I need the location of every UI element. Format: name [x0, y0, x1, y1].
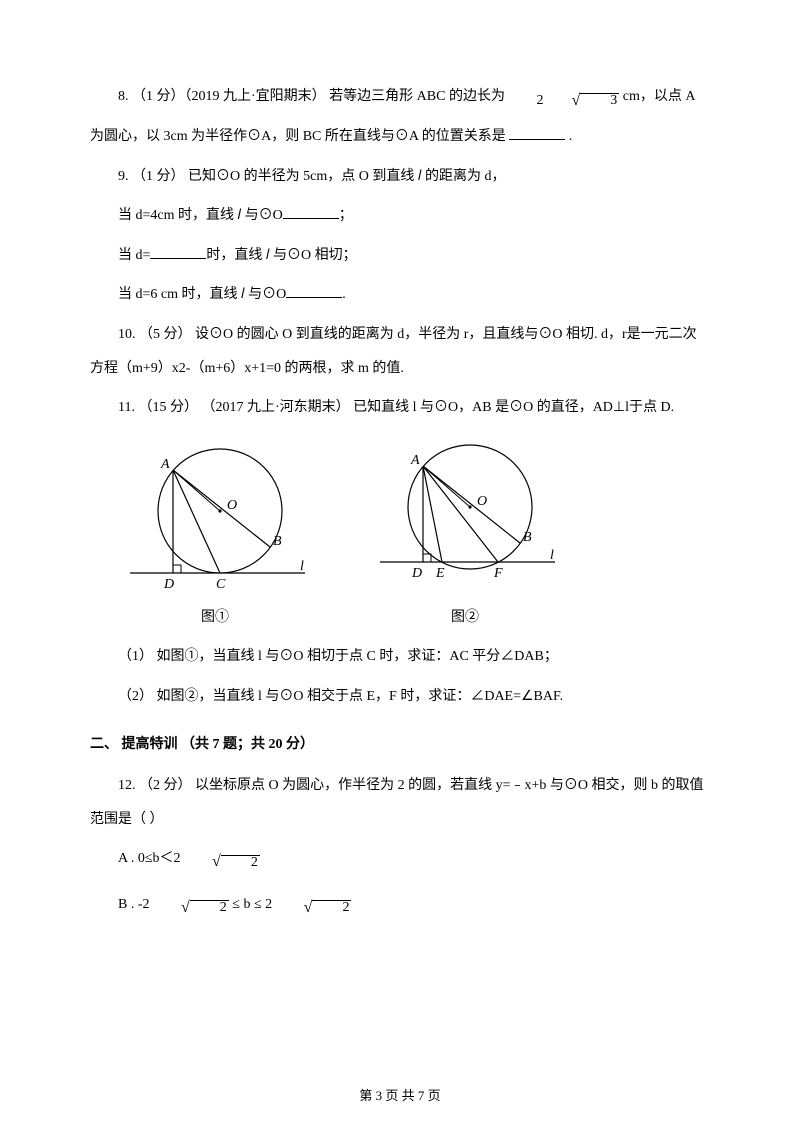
- question-11-part2: （2） 如图②，当直线 l 与⊙O 相交于点 E，F 时，求证：∠DAE=∠BA…: [90, 680, 710, 714]
- question-9-line4: 当 d=6 cm 时，直线 𝑙 与⊙O.: [90, 278, 710, 312]
- question-12-option-a: A . 0≤b＜2 √2: [90, 842, 710, 881]
- figure-2-label: 图②: [370, 601, 560, 635]
- question-9-line3: 当 d=时，直线 𝑙 与⊙O 相切；: [90, 239, 710, 273]
- root-two-icon: √2: [276, 889, 352, 927]
- svg-text:B: B: [273, 534, 282, 549]
- question-11-part1: （1） 如图①，当直线 l 与⊙O 相切于点 C 时，求证：AC 平分∠DAB；: [90, 640, 710, 674]
- svg-text:O: O: [477, 494, 487, 509]
- question-10: 10. （5 分） 设⊙O 的圆心 O 到直线的距离为 d，半径为 r，且直线与…: [90, 318, 710, 385]
- svg-text:D: D: [411, 566, 422, 581]
- blank-input[interactable]: [286, 283, 342, 298]
- svg-text:A: A: [410, 453, 420, 468]
- svg-text:l: l: [550, 548, 554, 563]
- svg-text:C: C: [216, 577, 226, 592]
- root-two-icon: √2: [184, 843, 260, 881]
- two-root-three: 2√3: [508, 82, 619, 120]
- svg-text:F: F: [493, 566, 503, 581]
- q8-tail: .: [569, 129, 573, 144]
- question-12-option-b: B . -2 √2 ≤ b ≤ 2 √2: [90, 888, 710, 927]
- svg-text:E: E: [435, 566, 445, 581]
- figure-1-label: 图①: [120, 601, 310, 635]
- svg-text:D: D: [163, 577, 174, 592]
- figure-2: A O B D E F l 图②: [370, 439, 560, 635]
- figure-1: A O B D C l 图①: [120, 439, 310, 635]
- page-footer: 第 3 页 共 7 页: [0, 1085, 800, 1104]
- root-two-icon: √2: [153, 889, 229, 927]
- section-2-heading: 二、 提高特训 （共 7 题；共 20 分）: [90, 728, 710, 762]
- svg-text:A: A: [160, 457, 170, 472]
- blank-input[interactable]: [509, 125, 565, 140]
- figures-row: A O B D C l 图① A O: [120, 439, 710, 635]
- svg-text:B: B: [523, 530, 532, 545]
- question-9-line2: 当 d=4cm 时，直线 𝑙 与⊙O；: [90, 199, 710, 233]
- svg-text:l: l: [300, 559, 304, 574]
- question-9-line1: 9. （1 分） 已知⊙O 的半径为 5cm，点 O 到直线 𝑙 的距离为 d，: [90, 160, 710, 194]
- blank-input[interactable]: [150, 244, 206, 259]
- svg-text:O: O: [227, 498, 237, 513]
- question-12-head: 12. （2 分） 以坐标原点 O 为圆心，作半径为 2 的圆，若直线 y=﹣x…: [90, 769, 710, 836]
- question-8: 8. （1 分）（2019 九上·宜阳期末） 若等边三角形 ABC 的边长为 2…: [90, 80, 710, 154]
- blank-input[interactable]: [283, 204, 339, 219]
- q8-prefix: 8. （1 分）（2019 九上·宜阳期末） 若等边三角形 ABC 的边长为: [118, 89, 508, 104]
- question-11-head: 11. （15 分） （2017 九上·河东期末） 已知直线 l 与⊙O，AB …: [90, 391, 710, 425]
